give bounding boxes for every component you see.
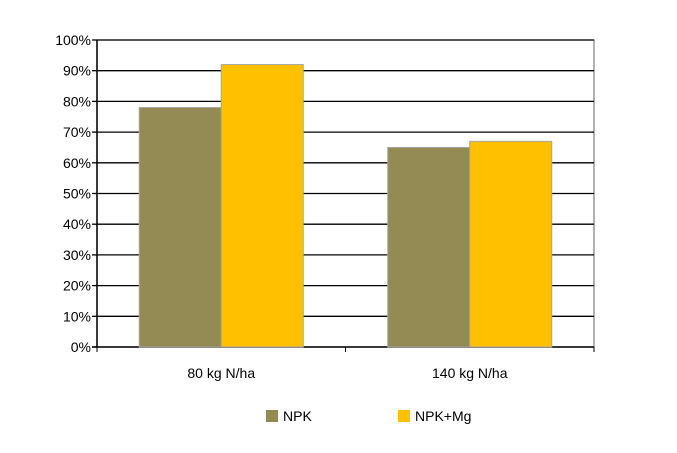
y-tick-label: 20%	[63, 278, 91, 294]
y-tick-label: 10%	[63, 308, 91, 324]
bar-npk-mg	[469, 140, 553, 348]
bar-npk	[387, 146, 471, 348]
legend-swatch	[398, 410, 410, 422]
y-tick-label: 60%	[63, 155, 91, 171]
legend-label: NPK	[283, 408, 312, 424]
y-tick-label: 0%	[71, 339, 91, 355]
y-tick-label: 30%	[63, 247, 91, 263]
bar-npk	[138, 107, 222, 348]
y-tick-label: 90%	[63, 63, 91, 79]
x-tick-label: 80 kg N/ha	[187, 365, 255, 381]
bar-npk-mg	[220, 64, 304, 348]
y-tick-label: 40%	[63, 216, 91, 232]
y-tick-label: 70%	[63, 124, 91, 140]
y-tick-label: 50%	[63, 186, 91, 202]
legend-swatch	[266, 410, 278, 422]
y-tick-label: 80%	[63, 93, 91, 109]
x-tick-label: 140 kg N/ha	[432, 365, 508, 381]
legend-label: NPK+Mg	[415, 408, 471, 424]
y-tick-label: 100%	[55, 32, 91, 48]
